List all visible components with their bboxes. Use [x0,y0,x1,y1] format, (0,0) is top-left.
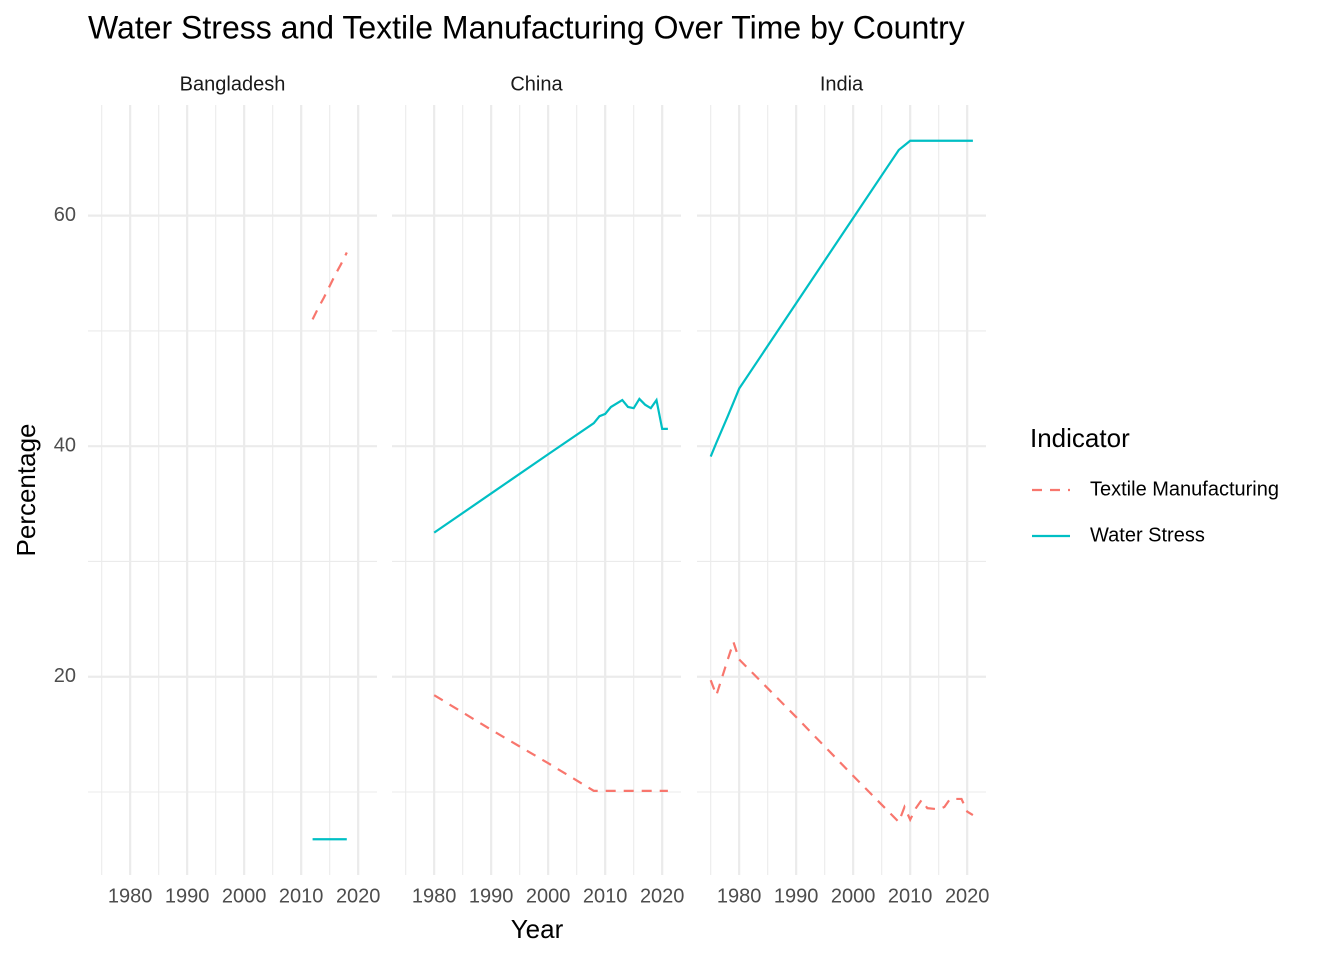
x-tick-label: 2000 [831,885,876,907]
x-tick-label: 2010 [583,885,628,907]
line-series [433,694,668,792]
x-tick-label: 2020 [640,885,685,907]
y-tick-label: 40 [54,434,76,456]
legend-label: Water Stress [1090,524,1205,546]
facet-label: China [510,73,563,95]
x-tick-label: 1980 [717,885,762,907]
x-tick-label: 2020 [945,885,990,907]
x-axis-title: Year [511,914,564,944]
line-series [433,397,668,534]
facet-label: India [820,73,864,95]
chart-title: Water Stress and Textile Manufacturing O… [88,9,965,45]
x-tick-label: 1980 [412,885,457,907]
line-series [709,638,974,824]
line-series [709,139,973,457]
x-tick-label: 1990 [469,885,514,907]
x-tick-label: 2000 [526,885,571,907]
x-tick-label: 2000 [222,885,267,907]
y-axis-title: Percentage [11,424,41,557]
legend-label: Textile Manufacturing [1090,478,1279,500]
x-tick-label: 2010 [888,885,933,907]
x-tick-label: 1990 [165,885,210,907]
x-tick-label: 1990 [774,885,819,907]
facet-label: Bangladesh [180,73,286,95]
legend-title: Indicator [1030,423,1130,453]
line-series [311,252,348,320]
x-tick-label: 1980 [108,885,153,907]
y-tick-label: 20 [54,665,76,687]
y-tick-label: 60 [54,204,76,226]
x-tick-label: 2010 [279,885,324,907]
x-tick-label: 2020 [336,885,381,907]
